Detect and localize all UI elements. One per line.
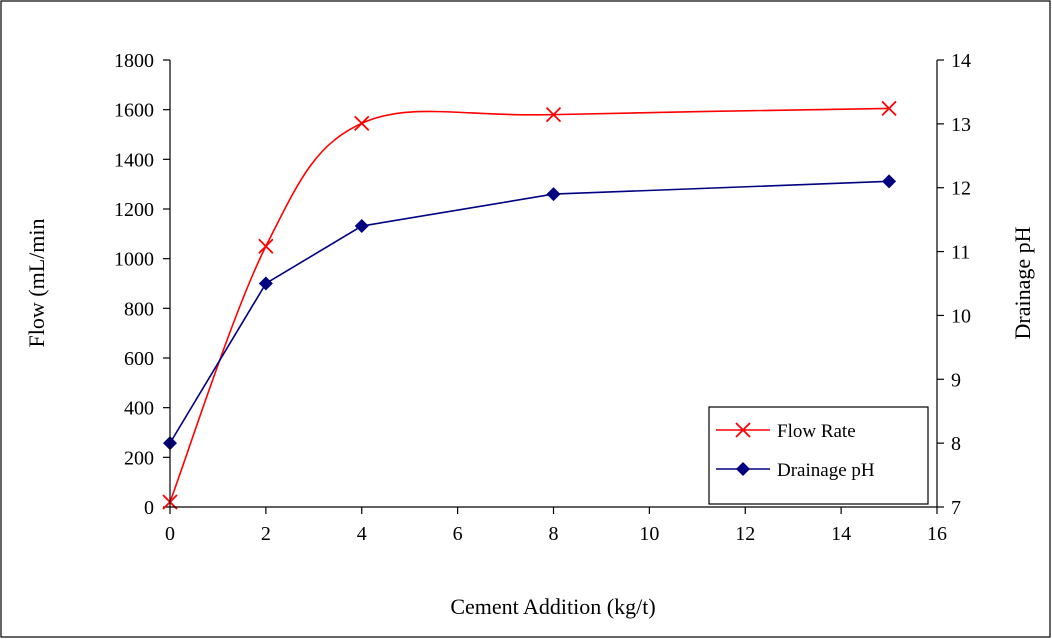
y2-axis-title: Drainage pH [1010, 226, 1035, 339]
y2-ticks: 7 8 9 10 11 12 13 14 [937, 50, 971, 519]
legend-box [708, 406, 929, 505]
y-tick-label: 400 [124, 398, 154, 420]
x-tick-label: 8 [549, 523, 559, 545]
x-ticks: 0 2 4 6 8 10 12 14 16 [165, 507, 947, 545]
y-tick-label: 1200 [114, 199, 154, 221]
legend-ph-marker [736, 462, 750, 476]
x-axis-title: Cement Addition (kg/t) [450, 594, 655, 619]
y-axis-title: Flow (mL/min [24, 219, 49, 348]
x-tick-label: 12 [735, 523, 755, 545]
y2-tick-label: 8 [951, 433, 961, 455]
data-point [354, 115, 370, 131]
y2-tick-label: 13 [951, 114, 971, 136]
y-tick-label: 1600 [114, 100, 154, 122]
data-point [881, 100, 897, 117]
series-drainage-ph [163, 174, 897, 451]
y-tick-label: 1400 [114, 149, 154, 171]
y-tick-label: 600 [124, 348, 154, 370]
x-tick-label: 14 [831, 523, 851, 545]
data-point [258, 238, 274, 254]
y2-tick-label: 7 [951, 497, 961, 519]
legend-flow-marker [735, 422, 751, 438]
y-tick-label: 800 [124, 298, 154, 320]
y-tick-label: 1800 [114, 50, 154, 72]
series-layer [162, 100, 897, 510]
y2-tick-label: 9 [951, 369, 961, 391]
y2-tick-label: 14 [951, 50, 971, 72]
legend-ph-label: Drainage pH [777, 460, 875, 481]
y-tick-label: 1000 [114, 249, 154, 271]
x-tick-label: 4 [357, 523, 367, 545]
data-point [354, 219, 369, 234]
y2-tick-label: 12 [951, 178, 971, 200]
data-point [546, 187, 561, 202]
data-point [258, 276, 273, 291]
y-ticks: 0 200 400 600 800 1000 1200 1400 1600 1800 [114, 50, 170, 519]
series-flow-rate [162, 100, 897, 510]
data-point [545, 106, 562, 123]
x-tick-label: 6 [453, 523, 463, 545]
x-tick-label: 2 [261, 523, 271, 545]
legend: Flow Rate Drainage pH [708, 406, 929, 505]
x-tick-label: 10 [639, 523, 659, 545]
x-tick-label: 16 [927, 523, 947, 545]
legend-flow-label: Flow Rate [777, 421, 856, 442]
series-line [169, 107, 890, 503]
y-tick-label: 0 [144, 497, 154, 519]
data-point [882, 174, 897, 189]
x-tick-label: 0 [165, 523, 175, 545]
y2-tick-label: 10 [951, 305, 971, 327]
y-tick-label: 200 [124, 447, 154, 469]
y2-tick-label: 11 [951, 242, 970, 264]
